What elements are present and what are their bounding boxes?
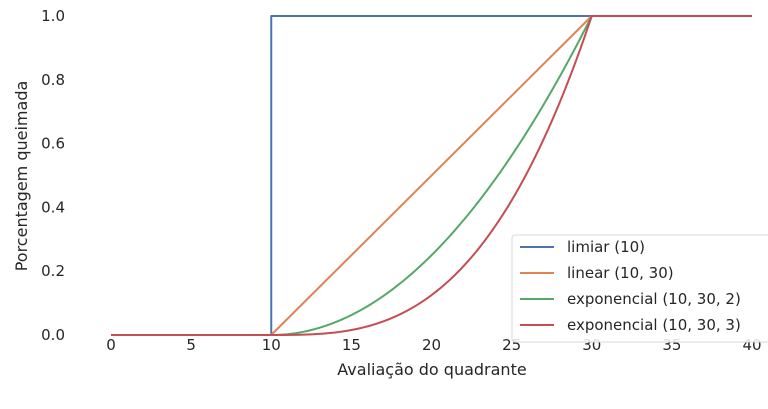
legend-label: exponencial (10, 30, 3) bbox=[567, 316, 741, 334]
legend: limiar (10) linear (10, 30) exponencial (1… bbox=[511, 234, 768, 343]
legend-label: linear (10, 30) bbox=[567, 264, 674, 282]
series-line-3 bbox=[111, 15, 752, 336]
plot-lines bbox=[111, 15, 752, 336]
y-tick-label: 0.6 bbox=[41, 135, 65, 153]
y-tick-label: 0.4 bbox=[41, 198, 65, 216]
y-tick-label: 1.0 bbox=[41, 7, 65, 25]
x-tick-label: 20 bbox=[422, 336, 441, 354]
legend-label: exponencial (10, 30, 2) bbox=[567, 290, 741, 308]
legend-label: limiar (10) bbox=[567, 238, 645, 256]
legend-box bbox=[511, 234, 768, 343]
y-axis-label: Porcentagem queimada bbox=[12, 81, 31, 272]
y-tick-label: 0.2 bbox=[41, 262, 65, 280]
y-axis-ticks: 0.0 0.2 0.4 0.6 0.8 1.0 bbox=[41, 7, 65, 344]
x-tick-label: 10 bbox=[262, 336, 281, 354]
x-tick-label: 15 bbox=[342, 336, 361, 354]
y-tick-label: 0.0 bbox=[41, 326, 65, 344]
x-axis-label: Avaliação do quadrante bbox=[337, 360, 526, 379]
y-tick-label: 0.8 bbox=[41, 71, 65, 89]
x-tick-label: 0 bbox=[106, 336, 116, 354]
x-tick-label: 5 bbox=[186, 336, 196, 354]
series-line-4 bbox=[111, 15, 752, 336]
